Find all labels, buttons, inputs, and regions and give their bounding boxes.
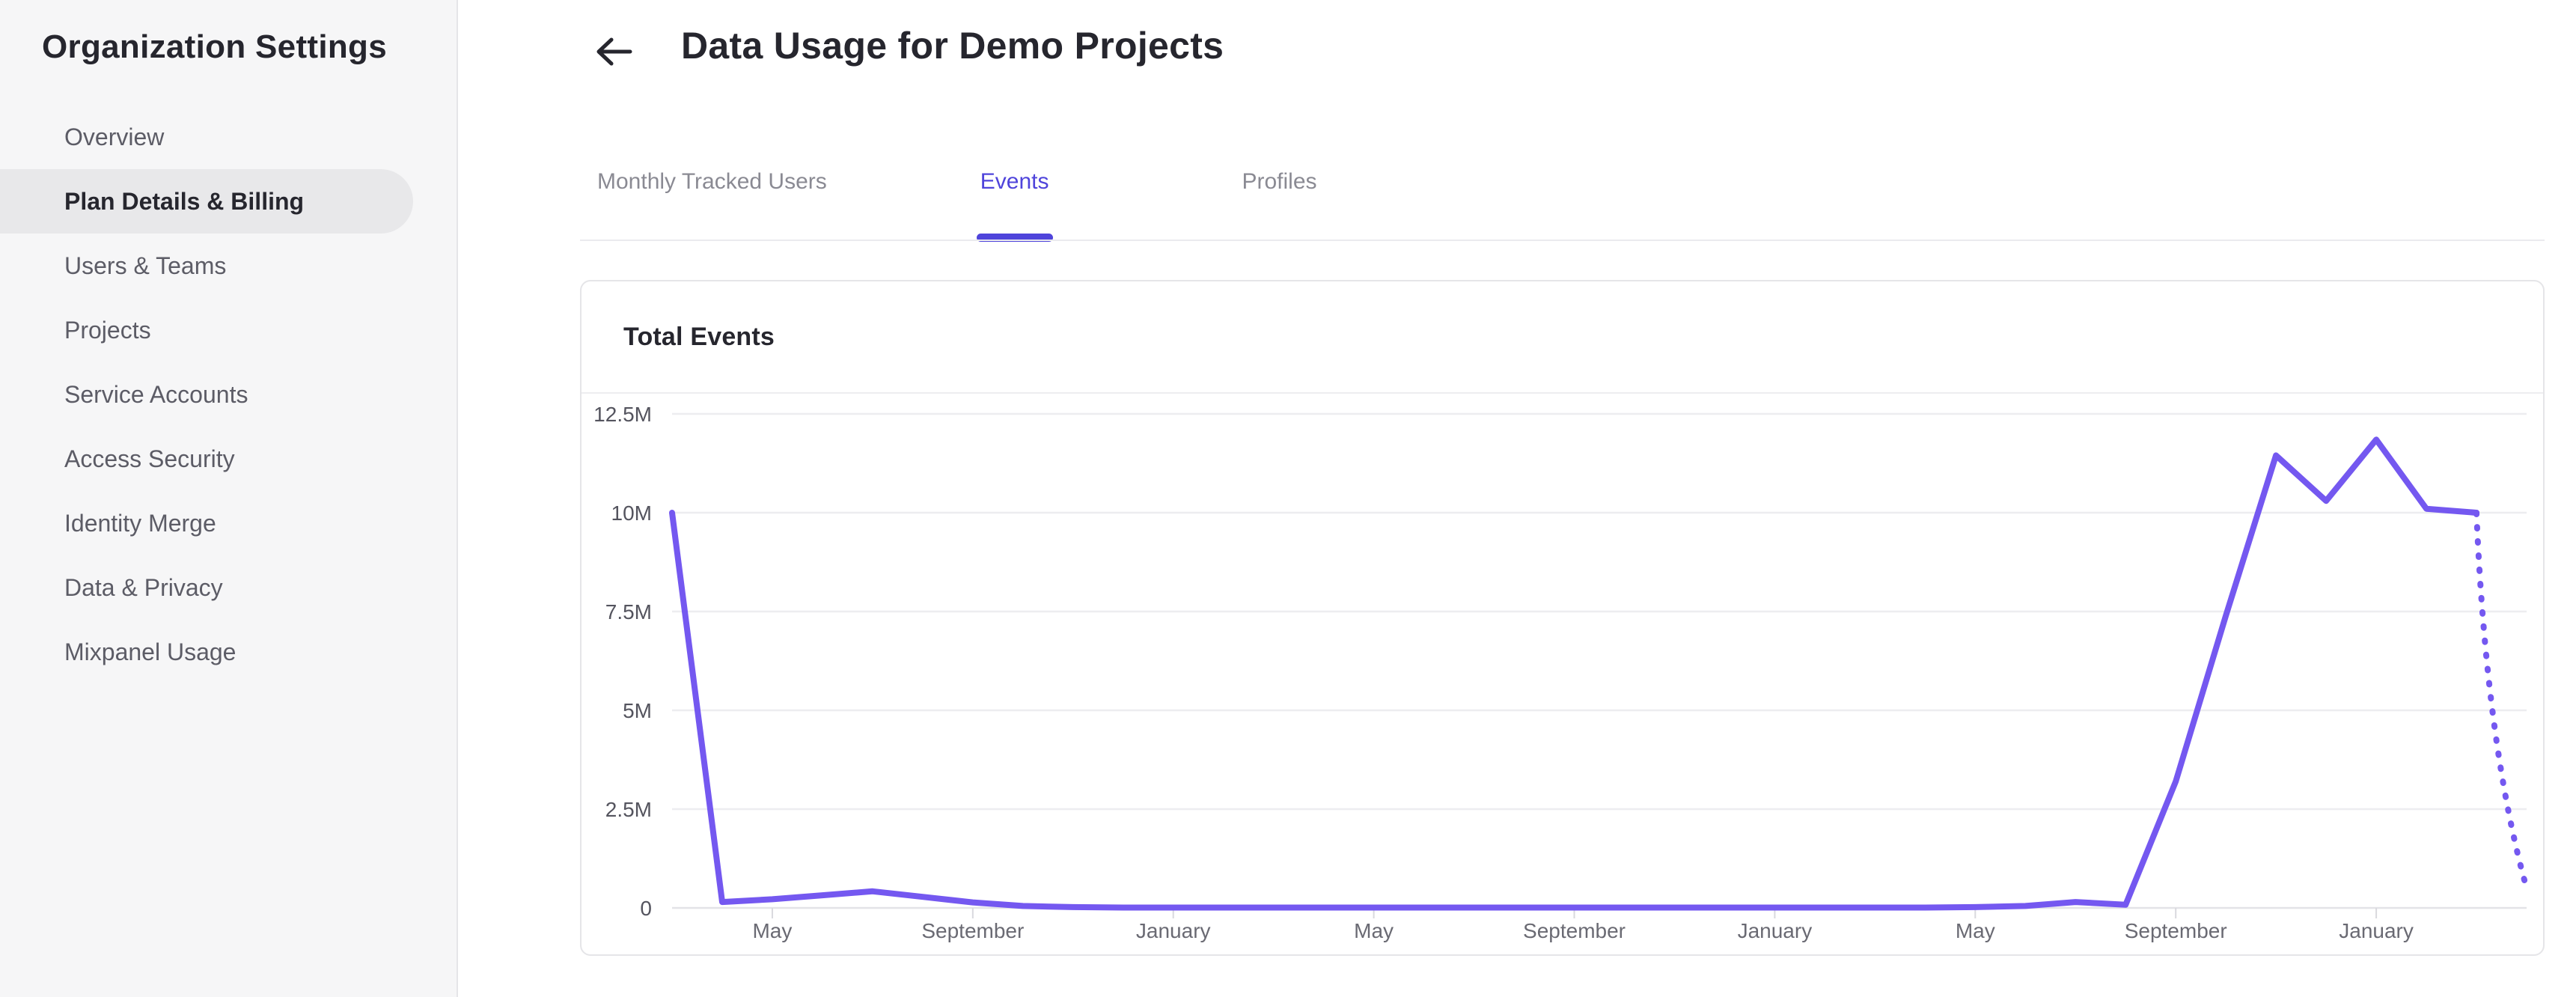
- svg-text:10M: 10M: [611, 501, 652, 525]
- sidebar-item-overview[interactable]: Overview: [64, 123, 165, 150]
- back-button[interactable]: [590, 28, 638, 76]
- sidebar-item-access-security[interactable]: Access Security: [64, 445, 235, 472]
- svg-text:May: May: [1354, 919, 1394, 942]
- svg-text:September: September: [921, 919, 1024, 942]
- usage-chart-svg[interactable]: 12.5M 10M 7.5M 5M 2.5M 0 May September January Ma…: [582, 394, 2543, 954]
- total-events-card: Total Events 12.5M 10M 7.5M 5M 2.5M 0 May Septe…: [580, 280, 2545, 956]
- usage-tabs: Monthly Tracked Users Events Profiles: [597, 169, 1317, 244]
- svg-text:January: January: [2339, 919, 2414, 942]
- arrow-left-icon: [594, 34, 633, 71]
- tab-label: Events: [980, 169, 1049, 194]
- page-title: Data Usage for Demo Projects: [681, 25, 1224, 67]
- svg-text:January: January: [1136, 919, 1211, 942]
- svg-text:January: January: [1738, 919, 1813, 942]
- sidebar-item-data-privacy[interactable]: Data & Privacy: [64, 573, 223, 601]
- tabs-divider: [580, 240, 2545, 241]
- svg-text:May: May: [1956, 919, 1995, 942]
- tab-label: Profiles: [1242, 169, 1317, 194]
- svg-text:September: September: [1523, 919, 1626, 942]
- card-title: Total Events: [623, 322, 775, 351]
- sidebar-item-users-teams[interactable]: Users & Teams: [64, 251, 227, 279]
- sidebar-item-mixpanel-usage[interactable]: Mixpanel Usage: [64, 638, 236, 665]
- sidebar-item-identity-merge[interactable]: Identity Merge: [64, 509, 216, 537]
- settings-sidebar: Organization Settings Overview Plan Deta…: [0, 0, 458, 997]
- tab-label: Monthly Tracked Users: [597, 169, 827, 194]
- svg-text:2.5M: 2.5M: [605, 798, 652, 821]
- active-tab-indicator: [976, 234, 1053, 242]
- tab-events[interactable]: Events: [976, 169, 1053, 244]
- svg-text:12.5M: 12.5M: [593, 403, 652, 426]
- card-header: Total Events: [582, 281, 2543, 394]
- svg-text:5M: 5M: [623, 699, 652, 722]
- sidebar-item-service-accounts[interactable]: Service Accounts: [64, 380, 248, 408]
- sidebar-title: Organization Settings: [42, 28, 387, 65]
- svg-text:0: 0: [640, 897, 652, 920]
- tab-profiles[interactable]: Profiles: [1242, 169, 1317, 244]
- sidebar-nav: Overview Plan Details & Billing Users & …: [0, 105, 457, 684]
- total-events-chart[interactable]: 12.5M 10M 7.5M 5M 2.5M 0 May September January Ma…: [582, 394, 2543, 954]
- sidebar-item-plan-details-billing[interactable]: Plan Details & Billing: [0, 169, 413, 234]
- sidebar-item-projects[interactable]: Projects: [64, 316, 151, 344]
- svg-text:September: September: [2125, 919, 2227, 942]
- tab-monthly-tracked-users[interactable]: Monthly Tracked Users: [597, 169, 827, 244]
- svg-text:7.5M: 7.5M: [605, 600, 652, 623]
- svg-text:May: May: [752, 919, 792, 942]
